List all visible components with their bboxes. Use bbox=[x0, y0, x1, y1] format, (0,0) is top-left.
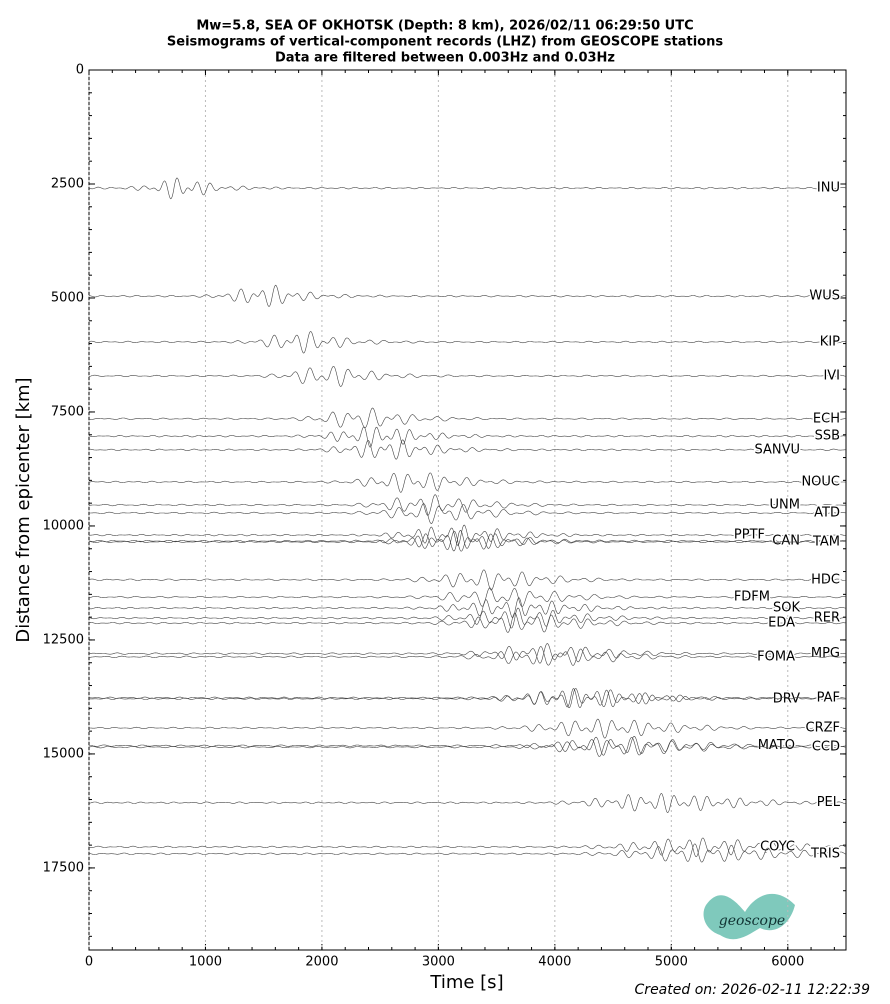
y-tick-label: 5000 bbox=[51, 290, 84, 305]
chart-subtitle: Seismograms of vertical-component record… bbox=[167, 35, 723, 50]
station-label: COYC bbox=[760, 839, 795, 854]
y-axis-label: Distance from epicenter [km] bbox=[13, 377, 34, 642]
x-tick-label: 0 bbox=[85, 955, 93, 970]
station-label: CCD bbox=[812, 740, 840, 755]
trace bbox=[89, 735, 846, 756]
station-label: NOUC bbox=[801, 474, 840, 489]
y-tick-label: 0 bbox=[76, 63, 84, 78]
station-label: IVI bbox=[823, 368, 840, 383]
trace bbox=[88, 643, 846, 664]
trace bbox=[88, 607, 846, 629]
x-tick-label: 6000 bbox=[771, 955, 804, 970]
x-tick-label: 1000 bbox=[189, 955, 222, 970]
station-label: INU bbox=[817, 181, 840, 196]
y-tick-label: 2500 bbox=[51, 176, 84, 191]
x-tick-label: 3000 bbox=[422, 955, 455, 970]
trace bbox=[89, 646, 846, 666]
station-label: PAF bbox=[817, 690, 840, 705]
station-label: KIP bbox=[820, 334, 840, 349]
station-label: TRIS bbox=[810, 846, 840, 861]
trace bbox=[88, 612, 846, 633]
trace bbox=[88, 472, 846, 493]
station-label: CAN bbox=[772, 534, 800, 549]
trace bbox=[89, 530, 846, 552]
trace bbox=[88, 718, 846, 739]
trace bbox=[88, 843, 846, 863]
trace bbox=[88, 597, 846, 618]
plot-frame bbox=[88, 69, 847, 951]
station-label: MPG bbox=[811, 646, 840, 661]
trace bbox=[88, 524, 846, 546]
y-tick-label: 10000 bbox=[43, 518, 84, 533]
station-label: UNM bbox=[770, 497, 800, 512]
trace bbox=[88, 569, 846, 591]
trace bbox=[89, 688, 846, 709]
station-label: TAM bbox=[812, 534, 840, 549]
station-label: FOMA bbox=[757, 649, 795, 664]
trace bbox=[88, 426, 846, 448]
trace bbox=[88, 365, 846, 387]
y-tick-label: 15000 bbox=[43, 746, 84, 761]
station-label: WUS bbox=[809, 289, 840, 304]
station-label: HDC bbox=[811, 572, 840, 587]
x-tick-label: 5000 bbox=[655, 955, 688, 970]
logo-text: geoscope bbox=[719, 913, 785, 929]
footer: Created on: 2026-02-11 12:22:39 bbox=[635, 982, 871, 998]
station-label: RER bbox=[814, 611, 840, 626]
trace bbox=[89, 439, 846, 460]
chart-title: Mw=5.8, SEA OF OKHOTSK (Depth: 8 km), 20… bbox=[196, 19, 693, 34]
station-label: ATD bbox=[814, 505, 840, 520]
x-axis-label: Time [s] bbox=[429, 972, 503, 993]
logo: geoscope bbox=[703, 893, 795, 940]
station-label: PEL bbox=[817, 795, 841, 810]
trace bbox=[88, 177, 846, 200]
trace bbox=[88, 503, 846, 524]
station-label: SSB bbox=[815, 429, 840, 444]
x-tick-label: 4000 bbox=[538, 955, 571, 970]
station-label: SANVU bbox=[754, 442, 800, 457]
trace bbox=[88, 587, 846, 607]
trace bbox=[89, 494, 846, 516]
trace bbox=[88, 284, 846, 307]
station-label: PPTF bbox=[734, 528, 765, 543]
chart-subtitle: Data are filtered between 0.003Hz and 0.… bbox=[275, 51, 615, 66]
station-label: CRZF bbox=[806, 720, 841, 735]
station-label: DRV bbox=[773, 691, 800, 706]
trace bbox=[89, 793, 846, 813]
y-tick-label: 7500 bbox=[51, 404, 84, 419]
station-label: FDFM bbox=[734, 590, 770, 605]
y-tick-label: 17500 bbox=[43, 860, 84, 875]
y-tick-label: 12500 bbox=[43, 632, 84, 647]
x-tick-label: 2000 bbox=[305, 955, 338, 970]
trace bbox=[88, 688, 846, 708]
trace bbox=[88, 407, 846, 429]
trace bbox=[88, 331, 846, 354]
trace bbox=[88, 530, 846, 552]
station-label: EDA bbox=[768, 616, 795, 631]
station-label: ECH bbox=[813, 411, 840, 426]
trace bbox=[88, 737, 846, 757]
station-label: SOK bbox=[773, 601, 800, 616]
trace bbox=[88, 837, 846, 858]
